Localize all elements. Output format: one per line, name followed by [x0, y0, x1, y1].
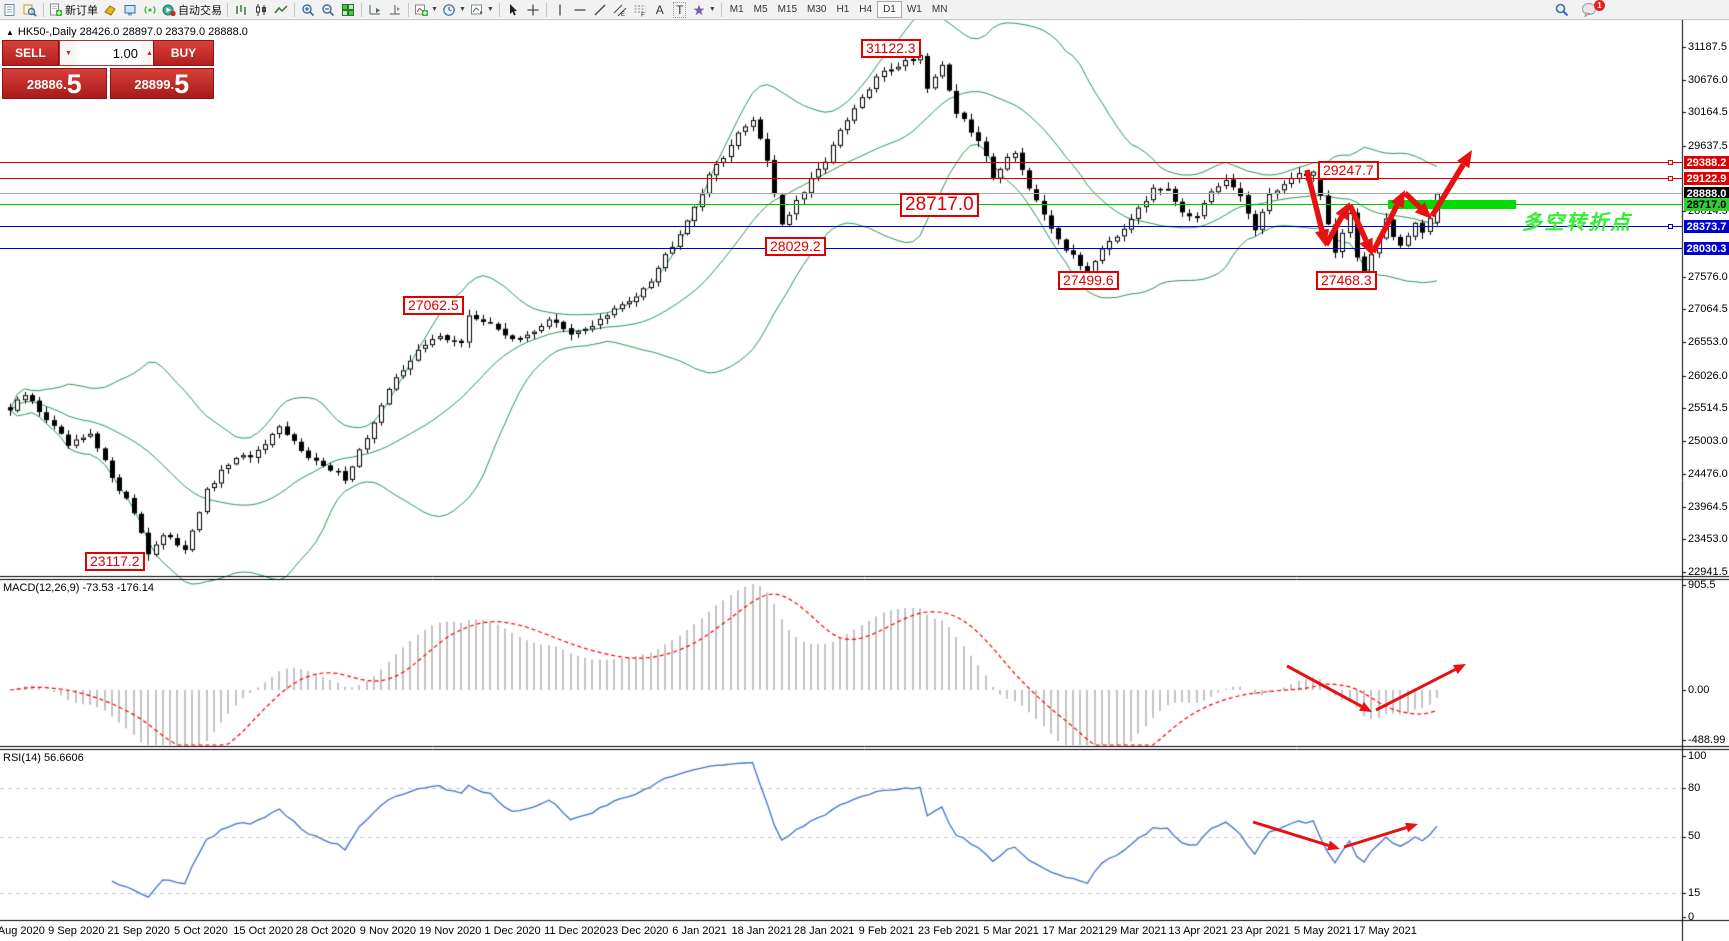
trendline-button[interactable] — [590, 1, 610, 18]
timeframe-h1-button[interactable]: H1 — [836, 4, 850, 15]
volume-input[interactable] — [77, 41, 141, 65]
timeframe-group: M1 M5 M15 M30 H1 H4 D1 W1 MN — [725, 1, 953, 18]
chart-shift-button[interactable] — [385, 1, 405, 18]
periods-button[interactable]: ▼ — [440, 1, 468, 18]
sell-price-display[interactable]: 28886. 5 — [2, 68, 107, 99]
timeframe-m5-button[interactable]: M5 — [753, 4, 768, 15]
search-icon[interactable] — [1551, 1, 1571, 18]
bar-chart-type-button[interactable] — [231, 1, 251, 18]
cursor-button[interactable] — [503, 1, 523, 18]
chevron-down-icon: ▼ — [708, 6, 716, 13]
auto-scroll-button[interactable] — [365, 1, 385, 18]
new-order-button[interactable]: 新订单 — [47, 1, 100, 18]
notification-badge: 1 — [1594, 0, 1605, 11]
buy-price-display[interactable]: 28899. 5 — [109, 68, 214, 99]
chevron-down-icon: ▼ — [431, 6, 438, 13]
timeframe-m15-button[interactable]: M15 — [777, 4, 798, 15]
new-chart-button[interactable] — [0, 1, 20, 18]
one-click-trading-panel: SELL ▼ ▲ BUY 28886.5 28899.5 — [2, 40, 214, 99]
svg-text:F: F — [641, 11, 645, 17]
toolbar: 新订单 自动交易 ▼ ▼ ▼ E F A T ▼ — [0, 0, 1729, 20]
crosshair-button[interactable] — [523, 1, 543, 18]
quick-trade-icon-button[interactable] — [100, 1, 120, 18]
new-order-label: 新订单 — [65, 4, 98, 17]
chevron-down-icon: ▼ — [486, 6, 494, 13]
sell-price-main: 28886. — [26, 77, 67, 92]
tile-windows-button[interactable] — [338, 1, 358, 18]
timeframe-m30-button[interactable]: M30 — [807, 4, 827, 15]
equidistant-channel-button[interactable]: E — [610, 1, 630, 18]
line-chart-type-button[interactable] — [271, 1, 291, 18]
svg-text:E: E — [621, 12, 625, 17]
vertical-line-button[interactable] — [550, 1, 570, 18]
chevron-down-icon: ▼ — [458, 6, 466, 13]
fibonacci-button[interactable]: F — [630, 1, 650, 18]
buy-button[interactable]: BUY — [153, 40, 214, 66]
zoom-in-button[interactable] — [298, 1, 318, 18]
indicators-button[interactable]: ▼ — [412, 1, 440, 18]
volume-decrease-button[interactable]: ▼ — [60, 41, 77, 65]
timeframe-d1-button[interactable]: D1 — [877, 1, 902, 18]
market-watch-button[interactable] — [20, 1, 40, 18]
sell-button[interactable]: SELL — [2, 40, 59, 66]
timeframe-mn-button[interactable]: MN — [931, 4, 948, 15]
timeframe-w1-button[interactable]: W1 — [906, 4, 922, 15]
horizontal-line-button[interactable] — [570, 1, 590, 18]
auto-trading-label: 自动交易 — [178, 4, 222, 17]
collapse-triangle-icon[interactable]: ▲ — [6, 27, 14, 37]
arrow-tools-button[interactable]: ▼ — [690, 1, 718, 18]
timeframe-h4-button[interactable]: H4 — [859, 4, 873, 15]
templates-button[interactable]: ▼ — [468, 1, 496, 18]
chart-title: ▲ HK50-,Daily 28426.0 28897.0 28379.0 28… — [6, 26, 248, 38]
candlestick-chart-type-button[interactable] — [251, 1, 271, 18]
terminal-icon-button[interactable] — [120, 1, 140, 18]
signals-button[interactable] — [140, 1, 160, 18]
buy-price-big: 5 — [174, 69, 190, 99]
buy-price-main: 28899. — [134, 77, 175, 92]
text-button[interactable]: A — [655, 2, 664, 17]
notifications-button[interactable]: 1 — [1579, 0, 1605, 18]
sell-price-big: 5 — [66, 69, 82, 99]
text-label-button[interactable]: T — [670, 1, 690, 18]
timeframe-m1-button[interactable]: M1 — [729, 4, 744, 15]
auto-trading-button[interactable]: 自动交易 — [160, 1, 224, 18]
chart-title-text: HK50-,Daily 28426.0 28897.0 28379.0 2888… — [17, 26, 248, 38]
zoom-out-button[interactable] — [318, 1, 338, 18]
